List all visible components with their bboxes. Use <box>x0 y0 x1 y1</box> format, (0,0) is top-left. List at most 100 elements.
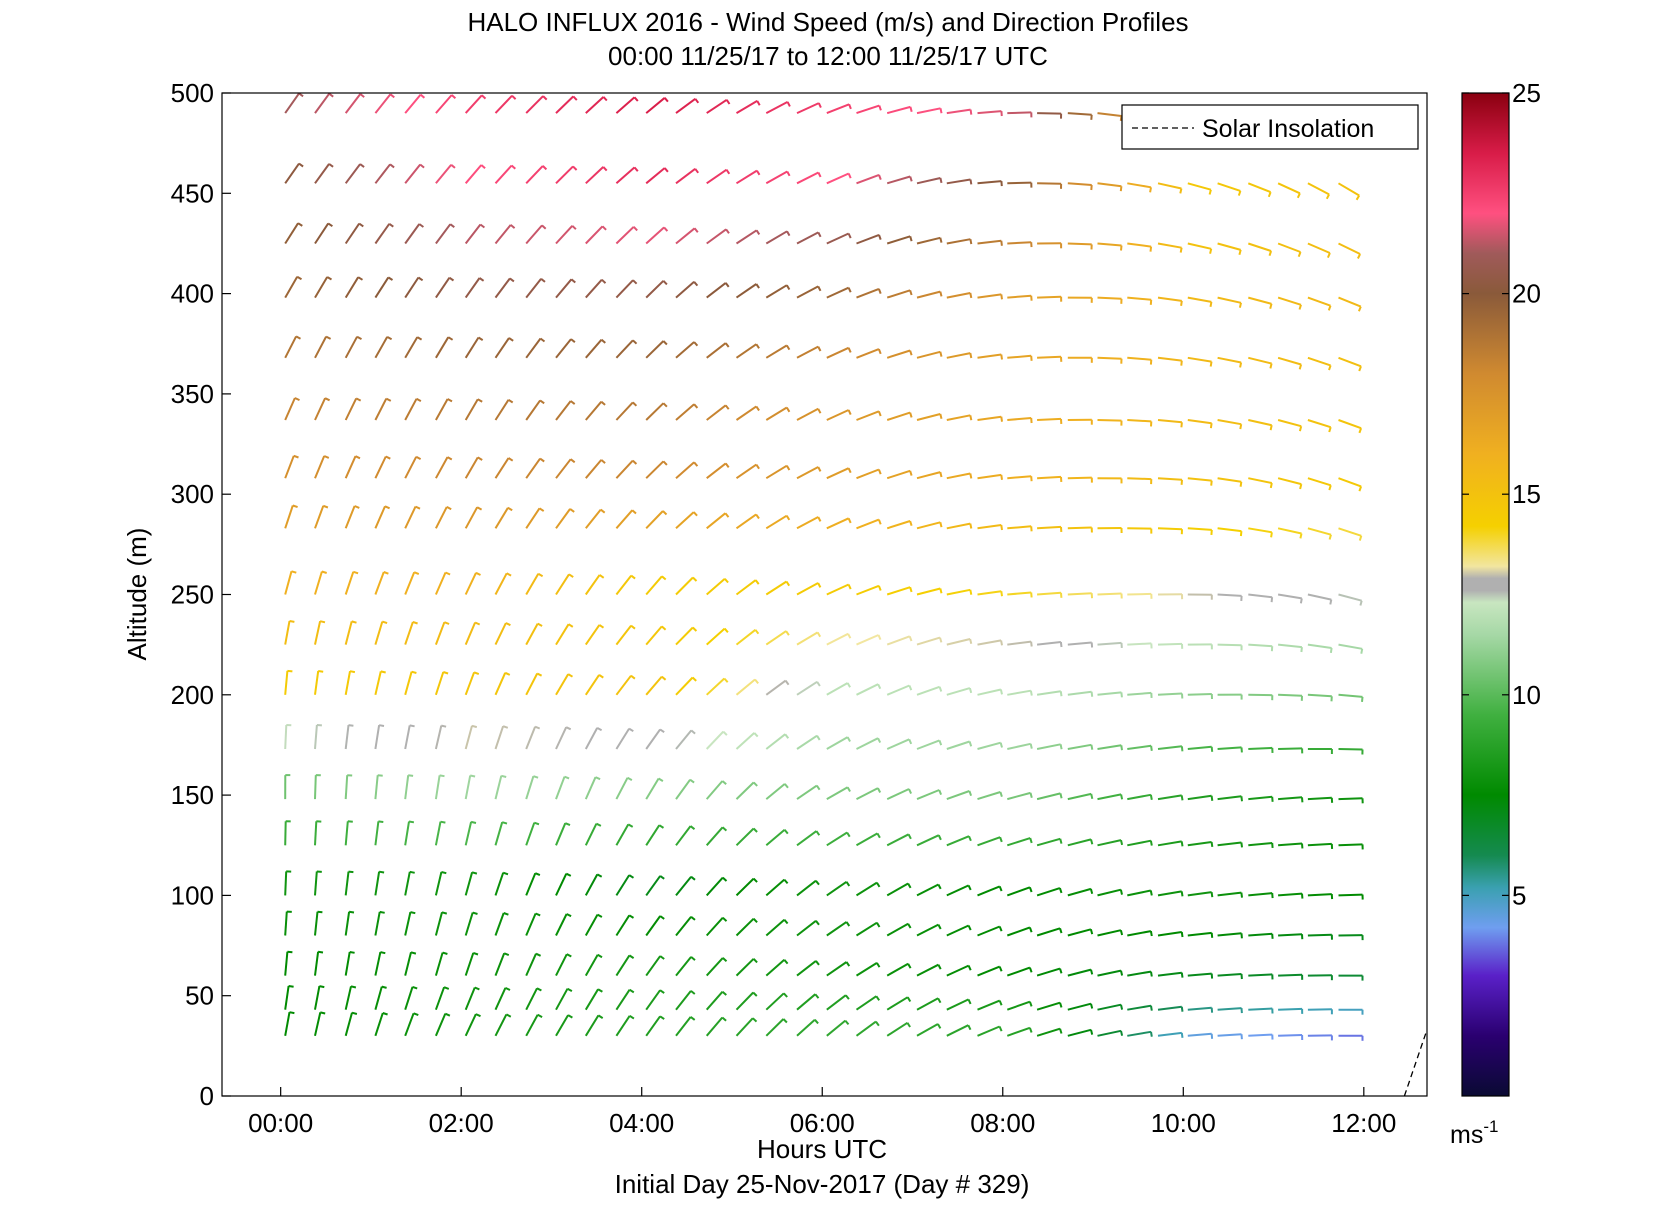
wind-barb-flag <box>1181 361 1182 366</box>
wind-barb-flag <box>1091 1030 1092 1035</box>
wind-barb-shaft <box>1037 419 1061 420</box>
wind-barb-flag <box>289 986 294 987</box>
wind-barb-shaft <box>1007 242 1031 243</box>
wind-barb-flag <box>1181 301 1182 306</box>
wind-barb-flag <box>1151 931 1152 936</box>
wind-barb-flag <box>409 822 414 823</box>
wind-barb-flag <box>940 472 941 477</box>
wind-barb-flag <box>380 952 385 953</box>
wind-barb-flag <box>348 821 353 822</box>
wind-barb-flag <box>1300 484 1301 489</box>
wind-barb-flag <box>1031 642 1032 647</box>
wind-barb-flag <box>1001 591 1002 596</box>
wind-barb-flag <box>411 952 416 953</box>
wind-barb-flag <box>292 571 297 572</box>
wind-barb-flag <box>473 913 478 914</box>
x-tick-label: 12:00 <box>1331 1108 1396 1138</box>
wind-barb-flag <box>1001 743 1002 748</box>
wind-barb-flag <box>349 912 354 913</box>
wind-barb-flag <box>1182 891 1183 896</box>
wind-barb-shaft <box>1127 594 1151 595</box>
wind-barb-flag <box>1212 747 1213 752</box>
wind-barb-flag <box>320 621 325 622</box>
wind-barb-flag <box>1121 1031 1122 1036</box>
chart-subtitle: 00:00 11/25/17 to 12:00 11/25/17 UTC <box>608 41 1048 71</box>
wind-barb-flag <box>1151 795 1152 800</box>
y-tick-label: 50 <box>185 981 214 1011</box>
wind-barb-flag <box>319 986 324 987</box>
wind-barb-flag <box>1211 481 1212 486</box>
wind-barb-shaft <box>1127 478 1151 479</box>
wind-barb-flag <box>320 1012 325 1013</box>
wind-barb-flag <box>940 178 941 183</box>
wind-barb-flag <box>970 474 971 479</box>
colorbar-tick-label: 15 <box>1512 479 1541 509</box>
wind-barb-flag <box>1031 744 1032 749</box>
wind-barb-flag <box>970 590 971 595</box>
colorbar-unit-exponent: -1 <box>1483 1117 1498 1136</box>
wind-barb-shaft <box>1188 694 1212 695</box>
wind-barb-flag <box>441 726 446 727</box>
wind-barb-flag <box>1151 1006 1152 1011</box>
wind-barb-shaft <box>1037 477 1061 478</box>
chart-footer: Initial Day 25-Nov-2017 (Day # 329) <box>615 1169 1030 1199</box>
wind-barb-shaft <box>1278 1009 1302 1010</box>
wind-barb-shaft <box>1278 1035 1302 1036</box>
wind-barb-shaft <box>285 871 286 895</box>
wind-barb-shaft <box>285 821 286 845</box>
colorbar-tick-label: 20 <box>1512 279 1541 309</box>
wind-barb-flag <box>1330 600 1331 605</box>
wind-barb-shaft <box>1308 844 1332 845</box>
x-tick-label: 00:00 <box>248 1108 313 1138</box>
wind-barb-flag <box>1151 1032 1152 1037</box>
wind-barb-flag <box>1092 692 1093 697</box>
y-tick-label: 150 <box>171 780 214 810</box>
wind-barb-flag <box>1031 691 1032 696</box>
wind-barb-flag <box>940 638 941 643</box>
y-tick-label: 250 <box>171 580 214 610</box>
wind-barb-shaft <box>1037 297 1061 298</box>
y-tick-label: 200 <box>171 680 214 710</box>
wind-barb-shaft <box>1068 244 1092 245</box>
wind-barb-flag <box>350 952 355 953</box>
wind-barb-flag <box>1271 425 1272 430</box>
wind-barb-flag <box>1121 745 1122 750</box>
wind-barb-flag <box>1181 422 1182 427</box>
wind-barb-shaft <box>1248 748 1272 749</box>
wind-barb-shaft <box>1068 478 1092 479</box>
wind-barb-shaft <box>1339 844 1363 845</box>
wind-barb-flag <box>1330 535 1331 540</box>
wind-barb-flag <box>1151 972 1152 977</box>
wind-barb-shaft <box>1278 748 1302 749</box>
wind-barb-shaft <box>1308 935 1332 936</box>
wind-barb-flag <box>1212 796 1213 801</box>
wind-barb-flag <box>970 415 971 420</box>
wind-barb-flag <box>1301 598 1302 603</box>
wind-barb-flag <box>470 776 475 777</box>
wind-barb-flag <box>971 110 972 115</box>
wind-barb-flag <box>443 953 448 954</box>
wind-barb-flag <box>970 239 971 244</box>
wind-barb-flag <box>1240 424 1241 429</box>
wind-barb-shaft <box>1098 298 1122 299</box>
wind-barb-flag <box>1210 249 1211 254</box>
wind-barb-flag <box>290 621 295 622</box>
wind-barb-flag <box>1241 796 1242 801</box>
wind-barb-flag <box>290 1012 295 1013</box>
wind-barb-shaft <box>1158 644 1182 645</box>
wind-barb-flag <box>970 293 971 298</box>
wind-barb-flag <box>441 872 446 873</box>
y-tick-label: 100 <box>171 880 214 910</box>
wind-barb-flag <box>1241 531 1242 536</box>
wind-barb-flag <box>1061 642 1062 647</box>
wind-barb-flag <box>1271 532 1272 537</box>
x-axis-label: Hours UTC <box>757 1134 887 1164</box>
wind-barb-shaft <box>1248 1009 1272 1010</box>
wind-barb-flag <box>1061 744 1062 749</box>
wind-barb-flag <box>410 912 415 913</box>
wind-barb-flag <box>410 725 415 726</box>
wind-barb-flag <box>1212 842 1213 847</box>
wind-barb-flag <box>1182 746 1183 751</box>
wind-barb-flag <box>1271 483 1272 488</box>
